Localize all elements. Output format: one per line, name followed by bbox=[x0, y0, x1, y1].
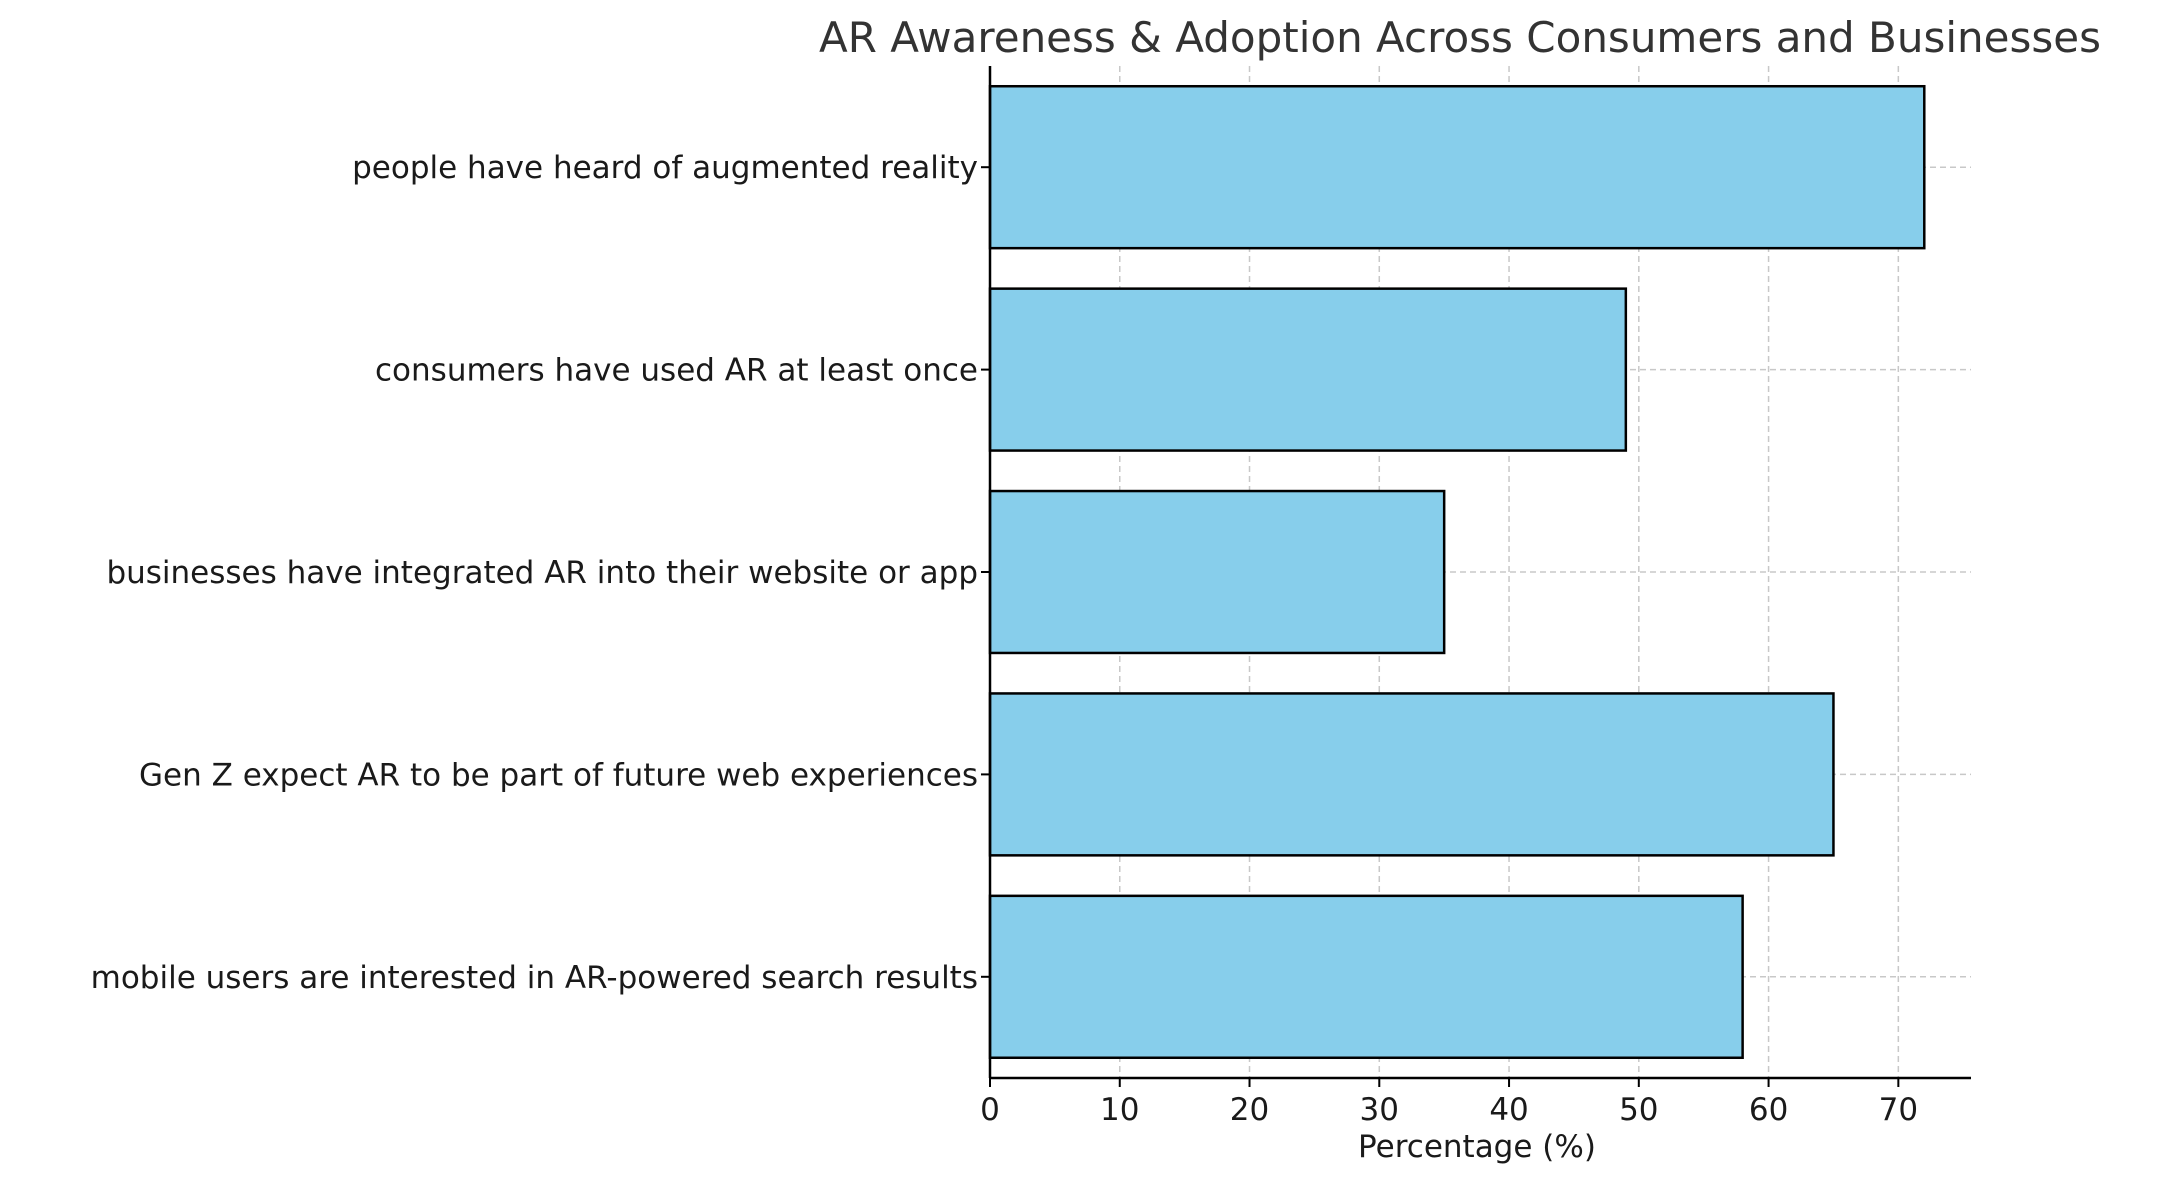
x-tick-label: 10 bbox=[1100, 1092, 1139, 1128]
bar bbox=[988, 287, 1628, 452]
category-label: mobile users are interested in AR-powere… bbox=[91, 960, 978, 996]
x-tick-label: 50 bbox=[1619, 1092, 1658, 1128]
x-tick-label: 30 bbox=[1360, 1092, 1399, 1128]
category-label: people have heard of augmented reality bbox=[352, 150, 978, 186]
category-label: consumers have used AR at least once bbox=[375, 353, 978, 389]
bar bbox=[988, 894, 1744, 1060]
x-tick-label: 70 bbox=[1879, 1092, 1918, 1128]
bar bbox=[988, 84, 1926, 250]
x-tick-label: 0 bbox=[980, 1092, 1000, 1128]
category-labels: people have heard of augmented reality co… bbox=[91, 150, 978, 996]
x-tick-label: 40 bbox=[1489, 1092, 1528, 1128]
x-tick-label: 60 bbox=[1749, 1092, 1788, 1128]
x-axis-label: Percentage (%) bbox=[1358, 1129, 1596, 1165]
category-label: businesses have integrated AR into their… bbox=[106, 555, 978, 591]
x-ticks: 0 10 20 30 40 50 60 70 bbox=[980, 166, 1918, 1128]
bar bbox=[988, 489, 1446, 655]
chart-title: AR Awareness & Adoption Across Consumers… bbox=[819, 13, 2101, 62]
bars bbox=[988, 84, 1926, 1060]
bar bbox=[988, 692, 1835, 857]
x-tick-label: 20 bbox=[1230, 1092, 1269, 1128]
category-label: Gen Z expect AR to be part of future web… bbox=[139, 757, 978, 793]
